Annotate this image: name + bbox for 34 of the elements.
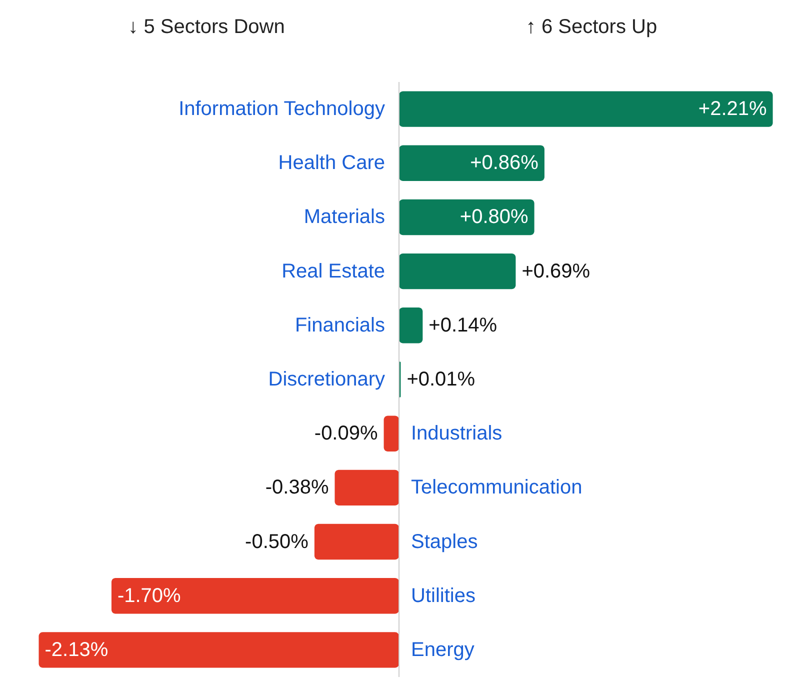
y-tick-label: Financials <box>294 314 385 336</box>
data-label: +0.69% <box>522 260 590 282</box>
y-tick-label: Materials <box>304 206 385 228</box>
data-label: -0.09% <box>314 422 378 445</box>
data-label: +0.14% <box>428 314 498 336</box>
bar <box>399 253 516 290</box>
data-label: +2.21% <box>698 98 767 120</box>
bar <box>384 416 399 452</box>
y-tick-label: Health Care <box>278 152 385 174</box>
y-tick-label: Real Estate <box>282 260 385 282</box>
data-label: -0.50% <box>245 530 309 553</box>
bar <box>334 470 399 506</box>
data-label: -2.13% <box>44 638 108 661</box>
y-tick-label: Energy <box>411 638 474 661</box>
data-label: -1.70% <box>117 584 182 607</box>
data-label: -0.38% <box>265 476 329 499</box>
y-tick-label: Information Technology <box>178 98 385 120</box>
data-label: +0.01% <box>406 368 476 390</box>
y-tick-label: Telecommunication <box>411 476 582 499</box>
y-tick-label: Staples <box>411 530 478 553</box>
bar <box>399 199 534 236</box>
bar <box>399 145 544 181</box>
bar <box>111 578 399 614</box>
y-tick-label: Discretionary <box>268 368 385 390</box>
y-tick-label: Utilities <box>411 584 476 607</box>
data-label: +0.80% <box>460 206 529 228</box>
y-tick-label: Industrials <box>411 422 502 445</box>
bar <box>399 91 773 127</box>
bar <box>399 308 423 344</box>
text: ↓ 5 Sectors Down <box>128 16 285 38</box>
bar <box>314 524 399 560</box>
bar <box>38 632 399 668</box>
text: ↑ 6 Sectors Up <box>526 16 658 38</box>
data-label: +0.86% <box>470 152 539 174</box>
